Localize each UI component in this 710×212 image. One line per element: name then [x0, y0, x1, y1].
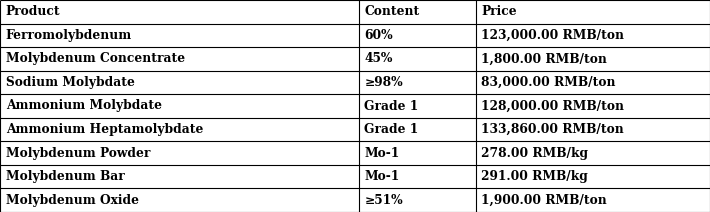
Text: Sodium Molybdate: Sodium Molybdate [6, 76, 135, 89]
Text: Grade 1: Grade 1 [364, 99, 418, 113]
Text: Price: Price [481, 5, 517, 18]
Text: 128,000.00 RMB/ton: 128,000.00 RMB/ton [481, 99, 624, 113]
Text: Molybdenum Bar: Molybdenum Bar [6, 170, 124, 183]
Text: Ammonium Molybdate: Ammonium Molybdate [6, 99, 162, 113]
Text: Mo-1: Mo-1 [364, 170, 400, 183]
Text: Content: Content [364, 5, 420, 18]
Text: ≥51%: ≥51% [364, 194, 403, 207]
Text: 123,000.00 RMB/ton: 123,000.00 RMB/ton [481, 29, 624, 42]
Text: Grade 1: Grade 1 [364, 123, 418, 136]
Text: Mo-1: Mo-1 [364, 147, 400, 160]
Text: 83,000.00 RMB/ton: 83,000.00 RMB/ton [481, 76, 616, 89]
Text: 278.00 RMB/kg: 278.00 RMB/kg [481, 147, 589, 160]
Text: Ferromolybdenum: Ferromolybdenum [6, 29, 132, 42]
Text: Molybdenum Powder: Molybdenum Powder [6, 147, 150, 160]
Text: 133,860.00 RMB/ton: 133,860.00 RMB/ton [481, 123, 624, 136]
Text: Ammonium Heptamolybdate: Ammonium Heptamolybdate [6, 123, 203, 136]
Text: 45%: 45% [364, 52, 393, 65]
Text: ≥98%: ≥98% [364, 76, 403, 89]
Text: 291.00 RMB/kg: 291.00 RMB/kg [481, 170, 589, 183]
Text: Molybdenum Oxide: Molybdenum Oxide [6, 194, 138, 207]
Text: 1,800.00 RMB/ton: 1,800.00 RMB/ton [481, 52, 607, 65]
Text: 60%: 60% [364, 29, 393, 42]
Text: 1,900.00 RMB/ton: 1,900.00 RMB/ton [481, 194, 607, 207]
Text: Molybdenum Concentrate: Molybdenum Concentrate [6, 52, 185, 65]
Text: Product: Product [6, 5, 60, 18]
